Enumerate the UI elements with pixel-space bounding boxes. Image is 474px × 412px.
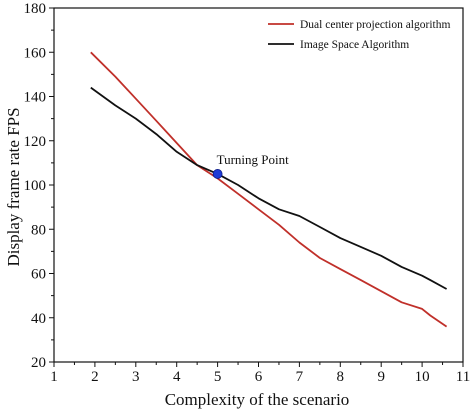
y-tick-label: 180: [24, 1, 47, 17]
y-tick-label: 100: [24, 178, 47, 194]
y-tick-label: 120: [24, 134, 47, 150]
x-tick-label: 10: [415, 369, 430, 385]
y-tick-label: 60: [31, 267, 46, 283]
x-tick-label: 6: [255, 369, 263, 385]
series-line-dual-center: [90, 51, 448, 328]
x-tick-label: 1: [50, 369, 58, 385]
y-tick-label: 80: [31, 222, 46, 238]
y-tick-label: 20: [31, 355, 46, 371]
x-axis-label: Complexity of the scenario: [165, 390, 350, 409]
turning-point-marker: [212, 169, 223, 179]
x-tick-label: 11: [456, 369, 470, 385]
x-tick-label: 9: [377, 369, 385, 385]
turning-point-label: Turning Point: [217, 152, 290, 167]
axes: [53, 7, 464, 363]
annotations: Turning Point: [212, 152, 290, 179]
y-tick-label: 160: [24, 45, 47, 61]
x-tick-label: 4: [173, 369, 181, 385]
series-line-image-space: [90, 86, 448, 290]
x-tick-label: 3: [132, 369, 140, 385]
y-axis-label: Display frame rate FPS: [4, 107, 23, 266]
x-tick-label: 7: [296, 369, 304, 385]
series-lines: [90, 51, 448, 328]
legend-label: Dual center projection algorithm: [300, 19, 450, 31]
x-tick-label: 2: [91, 369, 99, 385]
legend: Dual center projection algorithm Image Sp…: [268, 19, 450, 51]
y-tick-label: 140: [24, 90, 47, 106]
x-tick-label: 5: [214, 369, 222, 385]
plot-frame: [53, 7, 464, 363]
x-tick-label: 8: [337, 369, 345, 385]
y-tick-label: 40: [31, 311, 46, 327]
legend-label: Image Space Algorithm: [300, 39, 409, 51]
ticks: 1 2 3 4 5 6 7 8 9 10 11 20 40 60 80 100 120 140 160 180: [24, 1, 471, 385]
